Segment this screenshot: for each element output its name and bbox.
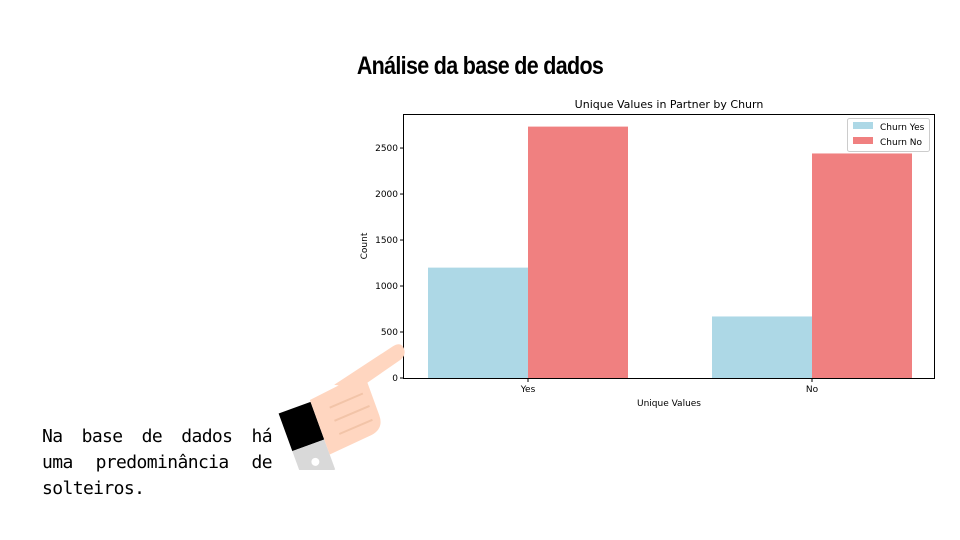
chart-title: Unique Values in Partner by Churn	[575, 98, 764, 111]
chart-legend: Churn Yes Churn No	[847, 118, 930, 152]
y-axis-title: Count	[360, 232, 370, 259]
bars-group	[428, 126, 912, 379]
x-axis: Yes No	[520, 378, 819, 395]
slide-title: Análise da base de dados	[356, 52, 604, 80]
hand-finger-creases	[329, 392, 373, 435]
legend-label-churn-no: Churn No	[880, 138, 923, 148]
bar-churn-no-no	[812, 153, 912, 378]
bar-churn-no-yes	[528, 126, 628, 379]
bar-churn-yes-yes	[428, 267, 528, 378]
legend-swatch-churn-no	[853, 137, 873, 144]
sleeve-cuff-black	[278, 401, 325, 452]
bar-churn-yes-no	[712, 316, 812, 378]
y-tick-label: 1500	[375, 236, 398, 246]
y-tick-label: 2000	[375, 190, 398, 200]
x-tick-label-no: No	[806, 385, 819, 395]
y-tick-label: 0	[392, 374, 398, 384]
body-text: Na base de dados há uma predominância de…	[42, 426, 273, 499]
y-tick-label: 2500	[375, 144, 398, 154]
plot-area-frame	[403, 114, 935, 379]
y-axis: 0 500 1000 1500 2000 2500	[375, 144, 404, 384]
x-axis-title: Unique Values	[637, 399, 701, 409]
cufflink	[311, 457, 320, 466]
pointing-hand-icon	[278, 344, 405, 470]
hand-index-finger	[334, 344, 405, 389]
legend-label-churn-yes: Churn Yes	[880, 123, 925, 133]
legend-swatch-churn-yes	[853, 122, 873, 129]
x-tick-label-yes: Yes	[520, 385, 536, 395]
y-tick-label: 1000	[375, 282, 398, 292]
y-tick-label: 500	[381, 328, 398, 338]
